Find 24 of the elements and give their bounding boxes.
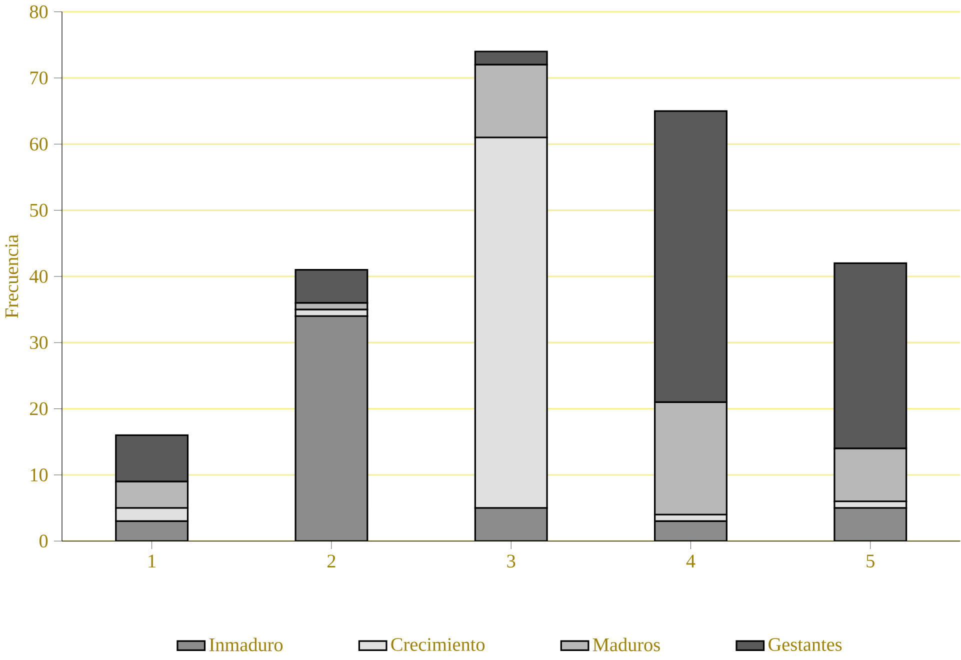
y-tick-label: 80 [30,5,48,18]
legend-label: Inmaduro [209,638,283,652]
legend-label: Gestantes [768,638,842,652]
legend-label: Maduros [592,638,660,652]
x-tick-label: 2 [328,554,336,568]
x-tick-label: 4 [686,554,696,568]
legend-label: Crecimiento [391,638,485,652]
y-tick-label: 40 [30,270,48,283]
y-axis-title: Frecuencia [5,234,18,318]
y-tick-label: 50 [30,204,48,217]
y-tick-label: 0 [40,534,48,548]
bar [115,520,189,542]
y-tick-label: 70 [30,72,48,84]
y-tick-label: 60 [30,138,48,151]
x-tick-label: 1 [148,554,156,568]
bar [834,507,908,542]
bar [654,520,728,542]
y-tick-label: 30 [30,336,48,350]
bar [474,507,548,542]
x-tick-label: 5 [866,554,874,568]
x-tick-label: 3 [507,554,516,568]
y-tick-label: 20 [30,402,48,416]
y-tick-label: 10 [30,468,48,482]
bar [294,315,368,542]
